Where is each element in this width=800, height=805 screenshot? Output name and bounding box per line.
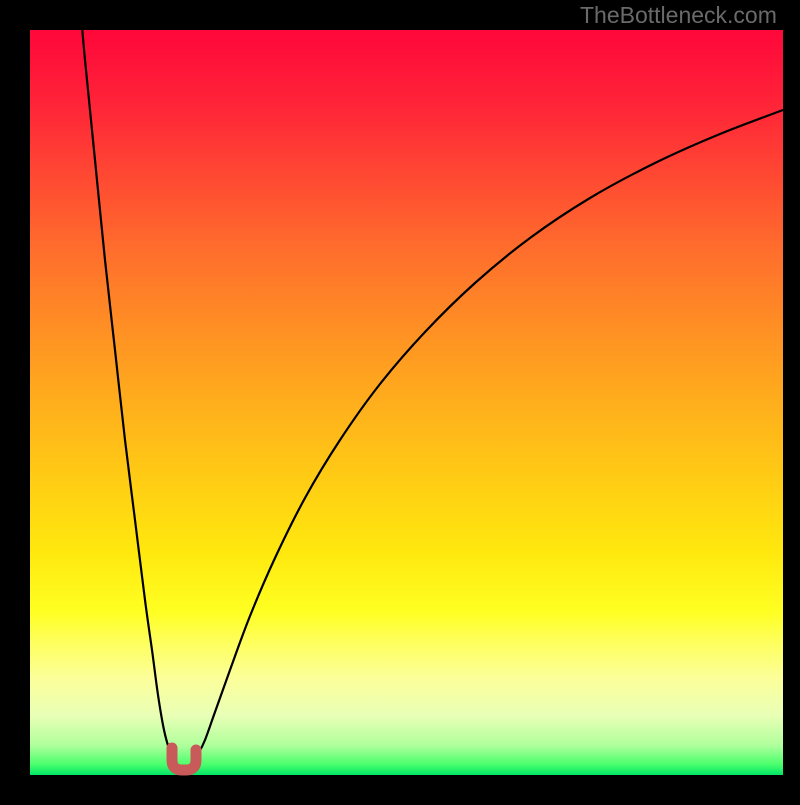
gradient-background bbox=[30, 30, 783, 775]
bottleneck-chart bbox=[0, 0, 800, 800]
chart-svg bbox=[0, 0, 800, 800]
watermark-text: TheBottleneck.com bbox=[580, 2, 777, 29]
